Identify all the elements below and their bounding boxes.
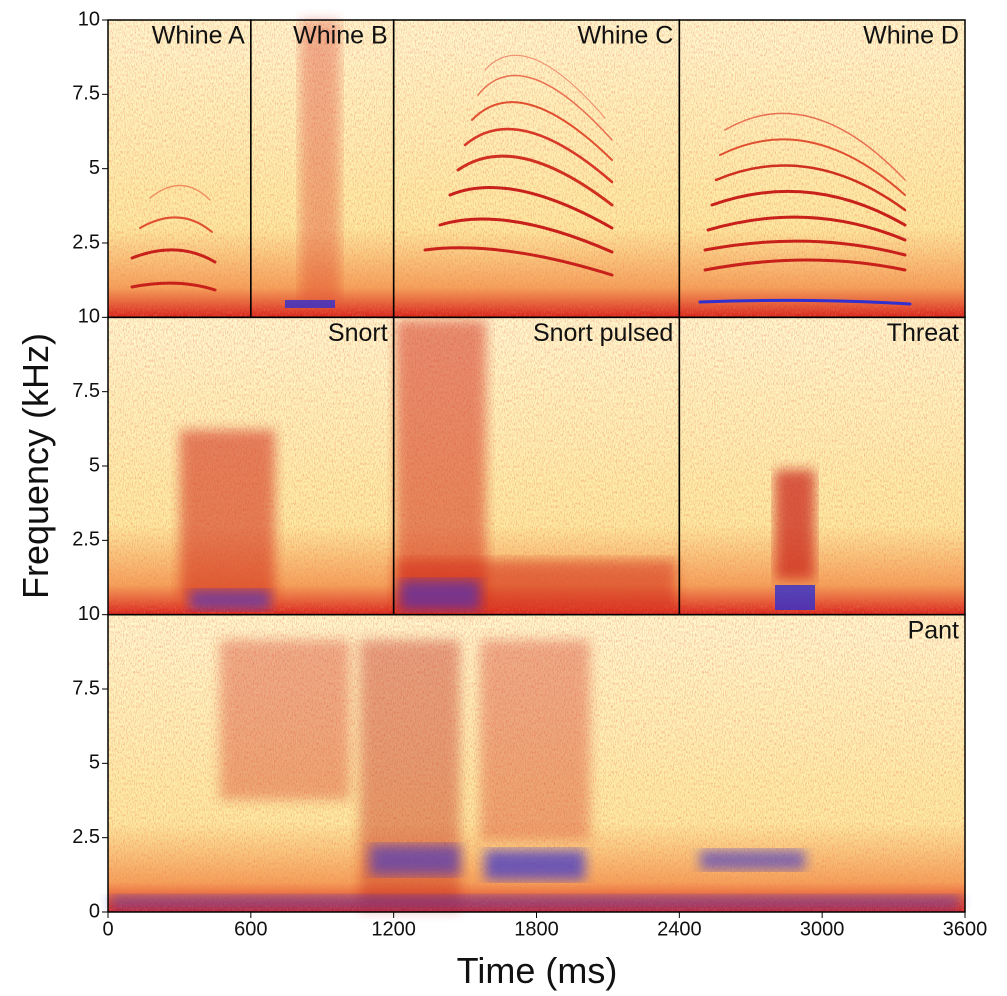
- spectrogram-texture: [393, 20, 680, 318]
- y-tick-label: 5: [89, 157, 100, 179]
- spectrogram-texture: [679, 317, 965, 615]
- y-tick-label: 7.5: [72, 677, 100, 699]
- y-tick-label: 10: [78, 306, 100, 328]
- panel-title: Whine C: [577, 22, 673, 50]
- y-tick-label: 10: [78, 603, 100, 625]
- x-axis-label: Time (ms): [457, 950, 618, 991]
- y-tick-label: 5: [89, 752, 100, 774]
- x-tick-label: 0: [102, 918, 113, 940]
- panel-title: Whine A: [152, 22, 245, 50]
- x-tick-label: 1200: [371, 918, 416, 940]
- y-tick-label: 7.5: [72, 83, 100, 105]
- x-tick-label: 2400: [657, 918, 702, 940]
- y-tick-label: 2.5: [72, 231, 100, 253]
- panel-title: Threat: [887, 319, 959, 347]
- y-tick-label: 10: [78, 8, 100, 30]
- x-tick-label: 3600: [943, 918, 988, 940]
- panel-title: Snort: [328, 319, 388, 347]
- panel-title: Whine D: [863, 22, 959, 50]
- y-tick-label: 5: [89, 454, 100, 476]
- spectrogram-texture: [108, 20, 251, 318]
- y-tick-label: 2.5: [72, 826, 100, 848]
- y-axis-label: Frequency (kHz): [15, 333, 56, 599]
- frames: Whine A Whine B Whine C Whine D 2.5 5 7.5 10 Sno…: [72, 8, 987, 940]
- y-tick-label: 7.5: [72, 380, 100, 402]
- x-tick-label: 600: [234, 918, 267, 940]
- y-tick-label: 0: [89, 900, 100, 922]
- spectral-features: [110, 20, 960, 910]
- x-tick-label: 1800: [514, 918, 559, 940]
- panel-title: Whine B: [293, 22, 387, 50]
- panel-title: Snort pulsed: [533, 319, 673, 347]
- y-tick-label: 2.5: [72, 529, 100, 551]
- x-tick-label: 3000: [800, 918, 845, 940]
- panel-title: Pant: [908, 616, 959, 644]
